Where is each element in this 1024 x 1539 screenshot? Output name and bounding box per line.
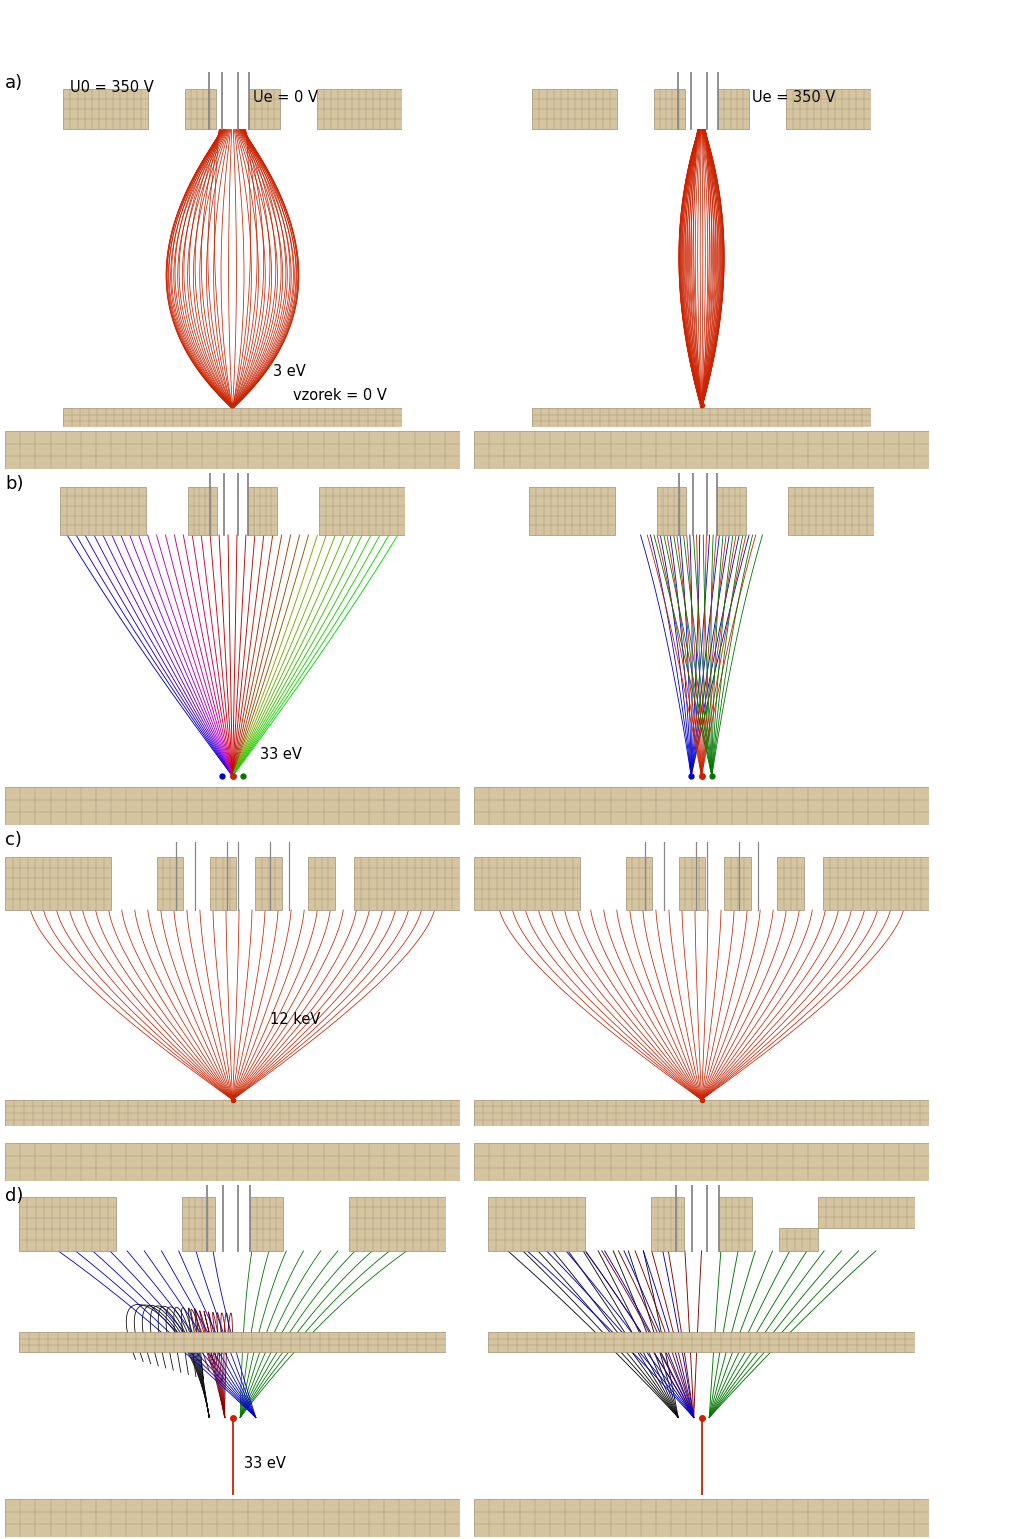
Text: b): b) xyxy=(5,474,24,492)
Bar xyxy=(656,486,686,536)
Bar xyxy=(679,857,706,910)
Bar xyxy=(786,89,870,129)
Bar xyxy=(779,1228,818,1251)
Bar xyxy=(787,486,873,536)
Bar xyxy=(19,1197,117,1251)
Bar xyxy=(5,857,112,910)
Text: 33 eV: 33 eV xyxy=(260,746,302,762)
Text: 33 eV: 33 eV xyxy=(244,1456,286,1471)
Bar xyxy=(488,1197,586,1251)
Bar xyxy=(474,857,581,910)
Bar xyxy=(63,89,148,129)
Bar xyxy=(250,1197,283,1251)
Bar xyxy=(719,89,749,129)
Bar xyxy=(187,486,217,536)
Bar xyxy=(248,486,278,536)
Bar xyxy=(532,89,617,129)
Bar xyxy=(317,89,401,129)
Bar xyxy=(654,89,685,129)
Bar xyxy=(318,486,404,536)
Text: 3 eV: 3 eV xyxy=(273,365,306,379)
Text: U0 = 350 V: U0 = 350 V xyxy=(71,80,154,95)
Bar xyxy=(717,486,746,536)
Bar xyxy=(308,857,335,910)
Text: d): d) xyxy=(5,1187,24,1205)
Bar xyxy=(157,857,183,910)
Bar xyxy=(349,1197,445,1251)
Bar xyxy=(182,1197,215,1251)
Text: Ue = 0 V: Ue = 0 V xyxy=(253,91,317,106)
Bar xyxy=(529,486,615,536)
Bar xyxy=(724,857,751,910)
Text: 12 keV: 12 keV xyxy=(270,1011,321,1027)
Bar xyxy=(532,408,870,426)
Bar xyxy=(19,1333,445,1351)
Bar xyxy=(185,89,216,129)
Text: c): c) xyxy=(5,831,22,848)
Bar xyxy=(719,1197,752,1251)
Bar xyxy=(488,1333,914,1351)
Bar xyxy=(60,486,146,536)
Text: a): a) xyxy=(5,74,24,91)
Bar xyxy=(474,1100,929,1127)
Bar xyxy=(354,857,460,910)
Bar xyxy=(5,1100,460,1127)
Bar xyxy=(63,408,401,426)
Text: Ue = 350 V: Ue = 350 V xyxy=(753,91,836,106)
Bar xyxy=(250,89,280,129)
Bar xyxy=(777,857,804,910)
Bar xyxy=(818,1197,914,1228)
Bar xyxy=(626,857,652,910)
Bar xyxy=(823,857,929,910)
Bar xyxy=(651,1197,684,1251)
Text: vzorek = 0 V: vzorek = 0 V xyxy=(293,388,387,403)
Bar xyxy=(255,857,282,910)
Bar xyxy=(210,857,237,910)
